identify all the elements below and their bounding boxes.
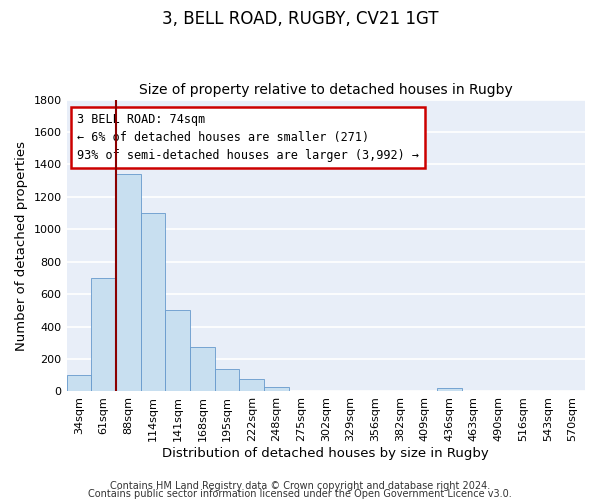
Bar <box>264 388 289 392</box>
Bar <box>190 347 215 392</box>
Bar <box>91 278 116 392</box>
Bar <box>116 174 140 392</box>
Text: Contains HM Land Registry data © Crown copyright and database right 2024.: Contains HM Land Registry data © Crown c… <box>110 481 490 491</box>
Text: Contains public sector information licensed under the Open Government Licence v3: Contains public sector information licen… <box>88 489 512 499</box>
Bar <box>67 375 91 392</box>
Text: 3, BELL ROAD, RUGBY, CV21 1GT: 3, BELL ROAD, RUGBY, CV21 1GT <box>162 10 438 28</box>
Bar <box>239 380 264 392</box>
X-axis label: Distribution of detached houses by size in Rugby: Distribution of detached houses by size … <box>163 447 489 460</box>
Bar <box>437 388 461 392</box>
Bar <box>140 213 165 392</box>
Title: Size of property relative to detached houses in Rugby: Size of property relative to detached ho… <box>139 83 512 97</box>
Y-axis label: Number of detached properties: Number of detached properties <box>15 140 28 350</box>
Text: 3 BELL ROAD: 74sqm
← 6% of detached houses are smaller (271)
93% of semi-detache: 3 BELL ROAD: 74sqm ← 6% of detached hous… <box>77 112 419 162</box>
Bar <box>165 310 190 392</box>
Bar <box>215 369 239 392</box>
